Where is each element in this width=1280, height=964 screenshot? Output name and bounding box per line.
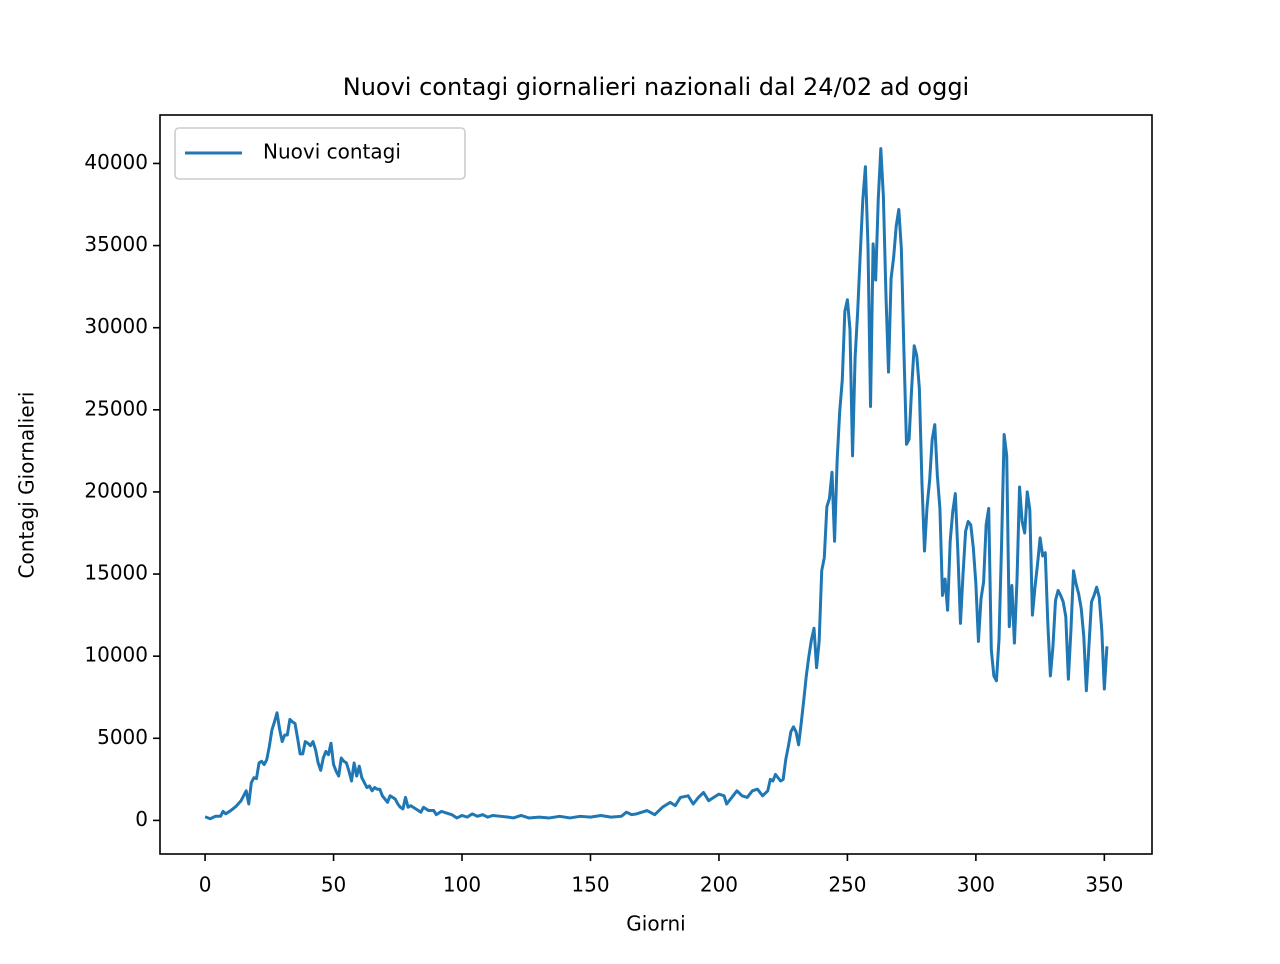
legend-box bbox=[174, 127, 466, 180]
x-tick-label: 150 bbox=[571, 873, 609, 897]
x-tick-label: 50 bbox=[321, 873, 346, 897]
x-tick-label: 100 bbox=[443, 873, 481, 897]
y-tick-label: 35000 bbox=[84, 232, 148, 256]
x-tick-label: 350 bbox=[1085, 873, 1123, 897]
data-line bbox=[204, 147, 1109, 821]
y-tick-label: 25000 bbox=[84, 396, 148, 420]
plot-frame bbox=[159, 114, 1153, 855]
x-tick-label: 0 bbox=[199, 873, 212, 897]
x-tick-label: 200 bbox=[700, 873, 738, 897]
y-tick-label: 30000 bbox=[84, 314, 148, 338]
legend-label: Nuovi contagi bbox=[263, 140, 401, 164]
y-tick-label: 20000 bbox=[84, 478, 148, 502]
x-tick-label: 300 bbox=[957, 873, 995, 897]
x-tick-label: 250 bbox=[828, 873, 866, 897]
y-axis-label: Contagi Giornalieri bbox=[15, 392, 39, 579]
y-tick-label: 15000 bbox=[84, 561, 148, 585]
x-axis-label: Giorni bbox=[626, 912, 685, 936]
y-tick-label: 10000 bbox=[84, 643, 148, 667]
y-tick-label: 0 bbox=[135, 807, 148, 831]
chart-title: Nuovi contagi giornalieri nazionali dal … bbox=[343, 73, 969, 101]
y-tick-label: 40000 bbox=[84, 150, 148, 174]
y-tick-label: 5000 bbox=[97, 725, 148, 749]
